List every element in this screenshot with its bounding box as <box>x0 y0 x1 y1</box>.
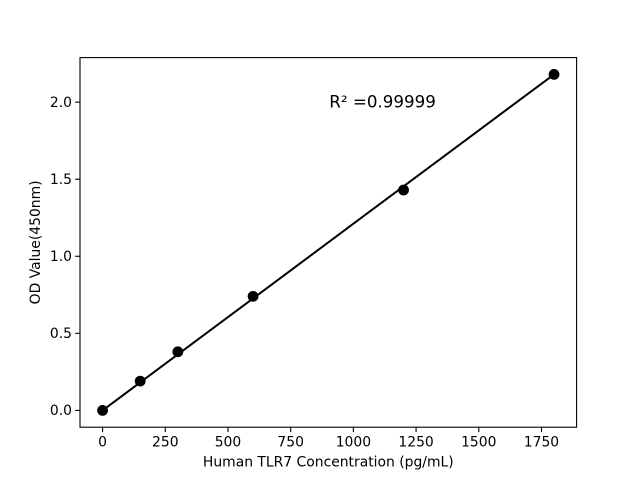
data-point <box>97 405 108 416</box>
y-axis-label: OD Value(450nm) <box>28 180 44 304</box>
x-tick-label: 1750 <box>524 435 559 451</box>
x-tick-label: 750 <box>277 435 304 451</box>
y-tick-label: 0.0 <box>50 403 72 419</box>
data-point <box>247 290 259 302</box>
x-axis-label: Human TLR7 Concentration (pg/mL) <box>203 455 454 471</box>
data-point <box>548 69 560 80</box>
y-tick-label: 0.5 <box>50 326 72 342</box>
data-point <box>134 375 146 387</box>
x-tick-label: 250 <box>152 435 179 451</box>
x-tick-label: 1000 <box>336 435 371 451</box>
r-squared-annotation: R² =0.99999 <box>329 92 436 112</box>
y-tick-label: 2.0 <box>50 95 72 111</box>
plot-border <box>79 57 578 428</box>
y-tick-label: 1.5 <box>50 172 72 188</box>
fit-line <box>101 73 555 412</box>
data-point <box>172 346 184 358</box>
data-point <box>398 184 409 196</box>
x-tick-label: 0 <box>98 435 107 451</box>
x-tick-label: 1500 <box>461 435 496 451</box>
y-tick-label: 1.0 <box>50 249 72 265</box>
x-tick-label: 500 <box>215 435 242 451</box>
x-tick-label: 1250 <box>398 435 433 451</box>
